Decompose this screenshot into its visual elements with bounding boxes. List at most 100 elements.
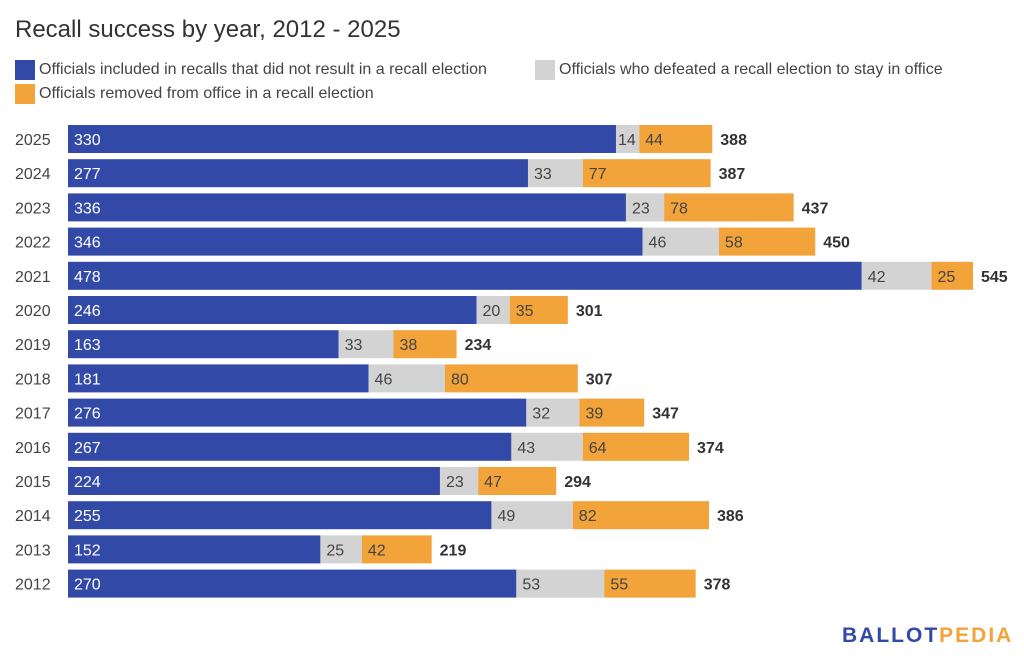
bar-segment-defeated-recall — [338, 330, 394, 359]
bar-row: 2018 181 46 80 307 — [15, 364, 613, 393]
total-label: 387 — [719, 166, 746, 183]
bar-segment-defeated-recall — [642, 227, 719, 256]
y-tick-label: 2017 — [15, 406, 51, 423]
bar-segment-not-to-election — [68, 125, 616, 153]
data-label: 55 — [610, 577, 628, 594]
bar-row: 2020 246 20 35 301 — [15, 296, 603, 324]
total-label: 347 — [652, 406, 679, 423]
bar-segment-not-to-election — [68, 364, 369, 393]
legend-label: Officials removed from office in a recal… — [39, 85, 374, 102]
bar-row: 2024 277 33 77 387 — [15, 159, 746, 188]
data-label: 255 — [74, 508, 101, 525]
bar-segment-not-to-election — [68, 227, 643, 256]
legend-item-removed: Officials removed from office in a recal… — [15, 84, 374, 104]
y-tick-label: 2024 — [15, 166, 51, 183]
bar-segment-removed — [509, 296, 568, 324]
data-label: 23 — [632, 200, 650, 217]
bar-segment-defeated-recall — [439, 467, 479, 495]
bar-segment-not-to-election — [68, 330, 339, 359]
bar-segment-removed — [718, 227, 816, 256]
bar-segment-not-to-election — [68, 501, 492, 530]
bar-segment-removed — [478, 467, 557, 495]
data-label: 46 — [649, 235, 667, 252]
bar-segment-defeated-recall — [861, 261, 932, 290]
data-label: 46 — [375, 371, 393, 388]
legend-item-defeated-recall: Officials who defeated a recall election… — [535, 60, 943, 80]
data-label: 80 — [451, 371, 469, 388]
chart-title: Recall success by year, 2012 - 2025 — [15, 16, 401, 43]
bar-row: 2013 152 25 42 219 — [15, 535, 467, 564]
data-label: 224 — [74, 474, 101, 491]
data-label: 42 — [368, 542, 386, 559]
total-label: 307 — [586, 371, 613, 388]
bar-segment-removed — [582, 159, 711, 188]
bar-segment-removed — [582, 432, 690, 461]
data-label: 181 — [74, 371, 101, 388]
data-label: 38 — [399, 337, 417, 354]
data-label: 77 — [589, 166, 607, 183]
bar-segment-not-to-election — [68, 569, 517, 598]
data-label: 276 — [74, 406, 101, 423]
data-label: 44 — [645, 132, 663, 149]
data-label: 39 — [585, 406, 603, 423]
data-label: 49 — [497, 508, 515, 525]
y-tick-label: 2019 — [15, 337, 51, 354]
bar-segment-removed — [639, 125, 713, 153]
bar-segment-defeated-recall — [511, 432, 583, 461]
data-label: 270 — [74, 577, 101, 594]
y-tick-label: 2018 — [15, 371, 51, 388]
y-tick-label: 2021 — [15, 269, 51, 286]
bar-row: 2014 255 49 82 386 — [15, 501, 744, 530]
data-label: 35 — [516, 303, 534, 320]
bar-segment-defeated-recall — [615, 125, 640, 153]
data-label: 42 — [868, 269, 886, 286]
total-label: 219 — [440, 542, 467, 559]
data-label: 14 — [618, 132, 636, 149]
data-label: 478 — [74, 269, 101, 286]
data-label: 20 — [482, 303, 500, 320]
bar-segment-defeated-recall — [516, 569, 605, 598]
data-label: 267 — [74, 440, 101, 457]
y-tick-label: 2012 — [15, 577, 51, 594]
legend-item-not-to-election: Officials included in recalls that did n… — [15, 60, 487, 80]
bar-row: 2017 276 32 39 347 — [15, 398, 679, 427]
bar-segment-not-to-election — [68, 467, 440, 495]
y-tick-label: 2023 — [15, 200, 51, 217]
y-tick-label: 2013 — [15, 542, 51, 559]
total-label: 388 — [720, 132, 747, 149]
y-tick-label: 2020 — [15, 303, 51, 320]
bar-segment-removed — [604, 569, 696, 598]
total-label: 545 — [981, 269, 1008, 286]
bar-segment-removed — [572, 501, 709, 530]
total-label: 450 — [823, 235, 850, 252]
data-label: 25 — [937, 269, 955, 286]
data-label: 346 — [74, 235, 101, 252]
bar-row: 2023 336 23 78 437 — [15, 193, 829, 222]
y-tick-label: 2015 — [15, 474, 51, 491]
bar-segment-not-to-election — [68, 296, 477, 324]
bar-row: 2025 330 14 44 388 — [15, 125, 747, 153]
bar-segment-not-to-election — [68, 535, 321, 564]
bar-row: 2022 346 46 58 450 — [15, 227, 850, 256]
bar-segment-not-to-election — [68, 159, 528, 188]
total-label: 437 — [802, 200, 829, 217]
data-label: 33 — [345, 337, 363, 354]
data-label: 23 — [446, 474, 464, 491]
data-label: 78 — [670, 200, 688, 217]
logo-part-1: BALLOT — [842, 624, 940, 647]
bar-segment-not-to-election — [68, 193, 626, 222]
bar-segment-removed — [579, 398, 645, 427]
data-label: 336 — [74, 200, 101, 217]
data-label: 330 — [74, 132, 101, 149]
data-label: 58 — [725, 235, 743, 252]
legend-label: Officials who defeated a recall election… — [559, 61, 943, 78]
data-label: 64 — [589, 440, 607, 457]
total-label: 374 — [697, 440, 724, 457]
data-label: 33 — [534, 166, 552, 183]
total-label: 294 — [564, 474, 591, 491]
legend-swatch-gray — [535, 60, 555, 80]
y-tick-label: 2022 — [15, 235, 51, 252]
bar-segment-defeated-recall — [625, 193, 665, 222]
bar-segment-removed — [393, 330, 457, 359]
